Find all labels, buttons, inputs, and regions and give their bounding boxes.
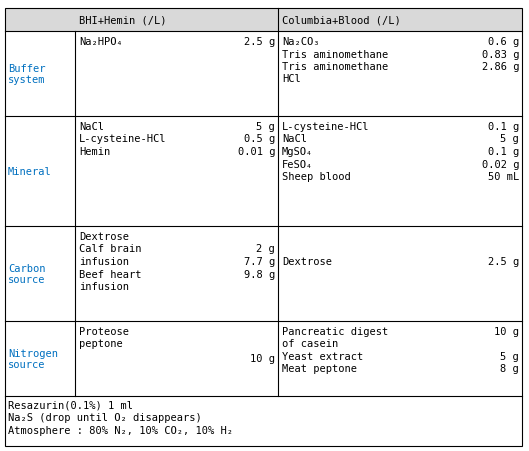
Bar <box>278 321 522 396</box>
Text: HCl: HCl <box>282 74 301 84</box>
Text: 2 g: 2 g <box>256 244 275 254</box>
Text: Na₂CO₃: Na₂CO₃ <box>282 37 320 47</box>
Text: Tris aminomethane: Tris aminomethane <box>282 62 388 72</box>
Text: 10 g: 10 g <box>250 354 275 364</box>
Text: 0.1 g: 0.1 g <box>488 147 519 156</box>
Text: Pancreatic digest: Pancreatic digest <box>282 326 388 336</box>
Text: 10 g: 10 g <box>494 326 519 336</box>
Bar <box>278 9 522 32</box>
Text: NaCl: NaCl <box>79 122 104 132</box>
Bar <box>5 396 522 446</box>
Bar <box>278 117 522 226</box>
Text: 50 mL: 50 mL <box>488 172 519 182</box>
Text: peptone: peptone <box>79 339 123 349</box>
Text: Mineral: Mineral <box>8 166 52 177</box>
Text: infusion: infusion <box>79 281 129 291</box>
Text: Carbon
source: Carbon source <box>8 263 45 285</box>
Bar <box>278 226 522 321</box>
Text: 2.5 g: 2.5 g <box>244 37 275 47</box>
Bar <box>75 32 278 117</box>
Text: Calf brain: Calf brain <box>79 244 141 254</box>
Bar <box>5 117 75 226</box>
Text: NaCl: NaCl <box>282 134 307 144</box>
Text: 0.83 g: 0.83 g <box>481 50 519 60</box>
Text: MgSO₄: MgSO₄ <box>282 147 313 156</box>
Text: 0.01 g: 0.01 g <box>238 147 275 156</box>
Text: Na₂HPO₄: Na₂HPO₄ <box>79 37 123 47</box>
Text: 2.86 g: 2.86 g <box>481 62 519 72</box>
Text: 0.6 g: 0.6 g <box>488 37 519 47</box>
Bar <box>5 32 75 117</box>
Text: Dextrose: Dextrose <box>79 231 129 241</box>
Text: L-cysteine-HCl: L-cysteine-HCl <box>282 122 369 132</box>
Text: 7.7 g: 7.7 g <box>244 257 275 267</box>
Text: Hemin: Hemin <box>79 147 110 156</box>
Text: 5 g: 5 g <box>500 134 519 144</box>
Text: Buffer
system: Buffer system <box>8 64 45 85</box>
Bar <box>75 9 278 32</box>
Text: 0.02 g: 0.02 g <box>481 159 519 169</box>
Bar <box>5 9 75 32</box>
Bar <box>75 321 278 396</box>
Text: of casein: of casein <box>282 339 338 349</box>
Text: 2.5 g: 2.5 g <box>488 257 519 267</box>
Text: Sheep blood: Sheep blood <box>282 172 351 182</box>
Text: Meat peptone: Meat peptone <box>282 364 357 374</box>
Text: Tris aminomethane: Tris aminomethane <box>282 50 388 60</box>
Text: Columbia+Blood (/L): Columbia+Blood (/L) <box>282 15 401 25</box>
Text: Na₂S (drop until O₂ disappears): Na₂S (drop until O₂ disappears) <box>8 413 202 423</box>
Text: Proteose: Proteose <box>79 326 129 336</box>
Text: BHI+Hemin (/L): BHI+Hemin (/L) <box>79 15 167 25</box>
Text: 5 g: 5 g <box>256 122 275 132</box>
Text: 0.1 g: 0.1 g <box>488 122 519 132</box>
Text: Beef heart: Beef heart <box>79 269 141 279</box>
Text: 0.5 g: 0.5 g <box>244 134 275 144</box>
Bar <box>75 226 278 321</box>
Text: Atmosphere : 80% N₂, 10% CO₂, 10% H₂: Atmosphere : 80% N₂, 10% CO₂, 10% H₂ <box>8 425 233 435</box>
Text: FeSO₄: FeSO₄ <box>282 159 313 169</box>
Bar <box>5 321 75 396</box>
Text: Resazurin(0.1%) 1 ml: Resazurin(0.1%) 1 ml <box>8 400 133 410</box>
Bar <box>75 117 278 226</box>
Text: 5 g: 5 g <box>500 351 519 361</box>
Text: 9.8 g: 9.8 g <box>244 269 275 279</box>
Text: L-cysteine-HCl: L-cysteine-HCl <box>79 134 167 144</box>
Bar <box>278 32 522 117</box>
Text: Dextrose: Dextrose <box>282 257 332 267</box>
Text: Yeast extract: Yeast extract <box>282 351 363 361</box>
Text: 8 g: 8 g <box>500 364 519 374</box>
Bar <box>5 226 75 321</box>
Text: Nitrogen
source: Nitrogen source <box>8 348 58 369</box>
Text: infusion: infusion <box>79 257 129 267</box>
